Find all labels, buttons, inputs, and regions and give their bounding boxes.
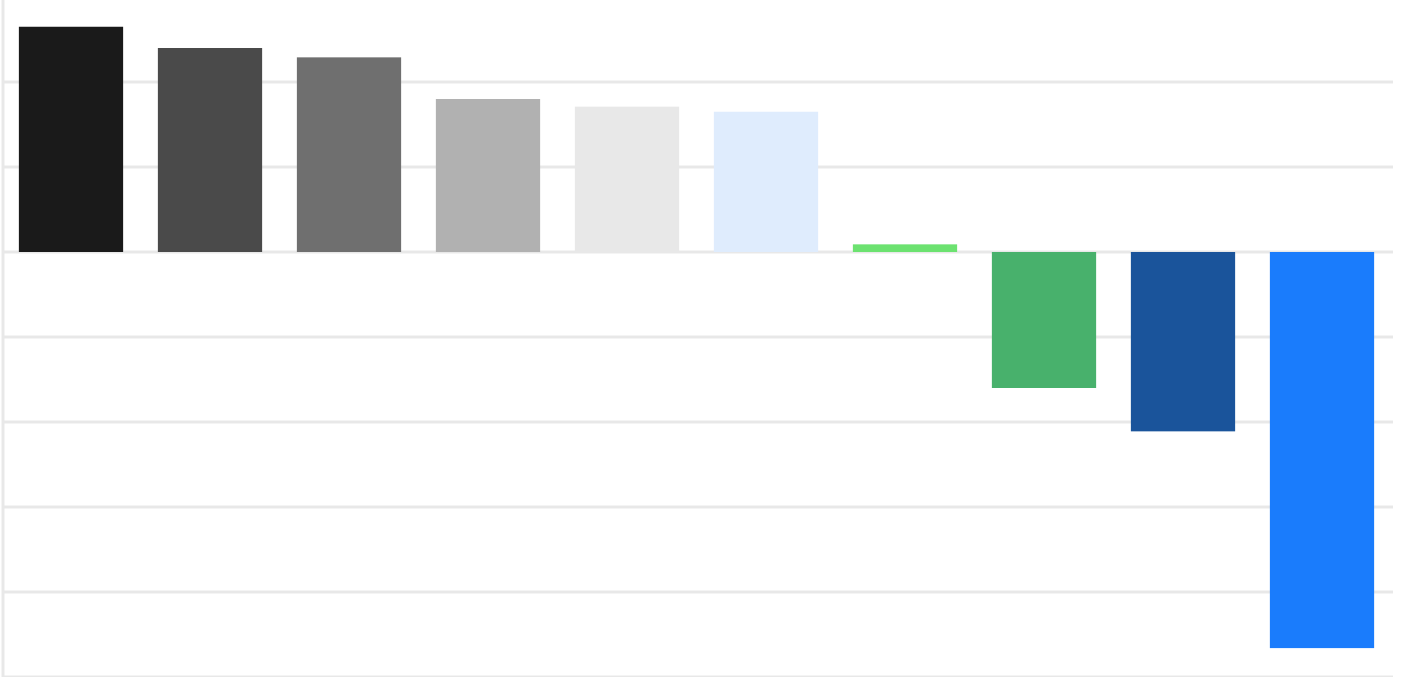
bar	[18, 26, 124, 252]
bar	[713, 111, 819, 252]
bar	[991, 252, 1097, 388]
bar	[574, 106, 680, 253]
bar	[1130, 252, 1236, 432]
bar	[296, 57, 402, 252]
bar	[1269, 252, 1375, 649]
bar	[435, 99, 541, 252]
bar	[852, 244, 958, 252]
bar	[157, 48, 263, 252]
